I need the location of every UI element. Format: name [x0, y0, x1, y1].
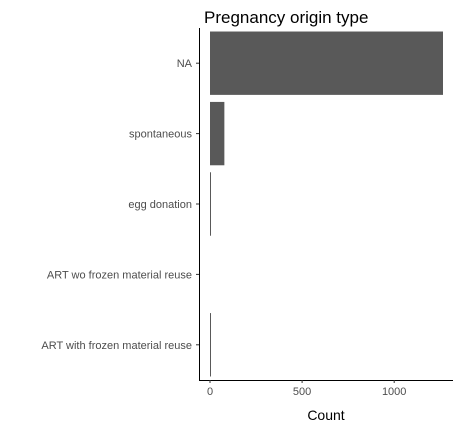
plot-area — [210, 31, 443, 377]
y-axis — [196, 28, 200, 380]
x-tick-label: 1000 — [382, 386, 406, 398]
y-tick-label: ART with frozen material reuse — [41, 340, 192, 352]
bar — [210, 101, 225, 166]
y-tick-label: spontaneous — [129, 129, 192, 141]
y-tick-labels: NA spontaneous egg donation ART wo frozen m… — [41, 58, 192, 352]
x-tick-label: 500 — [293, 386, 311, 398]
bar — [210, 31, 443, 95]
x-tick-label: 0 — [207, 386, 213, 398]
y-tick-label: ART wo frozen material reuse — [47, 269, 192, 281]
x-axis-title: Count — [307, 407, 344, 423]
y-tick-label: egg donation — [128, 199, 192, 211]
chart-title: Pregnancy origin type — [204, 8, 368, 27]
x-tick-labels: 0 500 1000 — [207, 386, 406, 398]
x-axis — [199, 380, 453, 383]
y-tick-label: NA — [177, 58, 193, 70]
